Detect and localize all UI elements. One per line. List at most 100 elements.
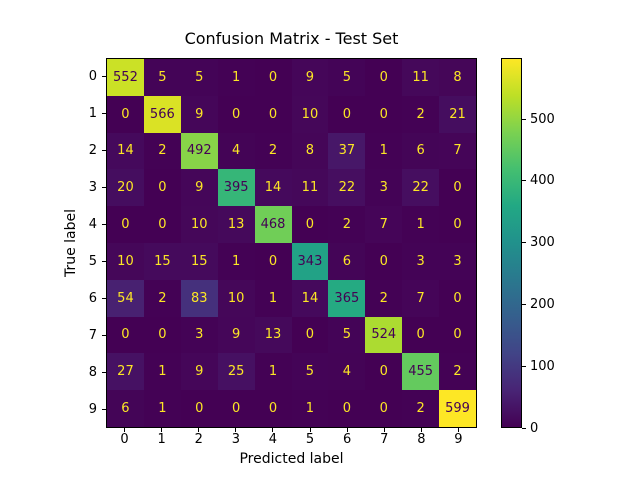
heatmap-cell: 2: [402, 95, 440, 133]
heatmap-cell: 7: [365, 206, 403, 243]
heatmap-cell: 2: [402, 390, 440, 427]
heatmap-cell: 1: [143, 353, 181, 391]
heatmap-cell: 6: [328, 242, 366, 280]
heatmap-cell: 5: [328, 316, 366, 354]
heatmap-cell: 343: [291, 242, 329, 280]
heatmap-cell: 0: [365, 95, 403, 133]
heatmap-cell: 455: [402, 353, 440, 391]
x-tick-mark: [161, 428, 163, 432]
heatmap-cell: 25: [217, 353, 255, 391]
y-tick-label: 9: [88, 402, 97, 417]
x-tick-mark: [124, 428, 126, 432]
y-tick-mark: [102, 150, 106, 151]
heatmap-cell: 2: [439, 353, 476, 391]
colorbar-gradient: [501, 58, 522, 428]
y-tick-label: 2: [88, 143, 97, 158]
heatmap-cell: 27: [107, 353, 144, 391]
x-tick-mark: [235, 428, 237, 432]
heatmap-cell: 1: [365, 132, 403, 170]
heatmap-cell: 3: [180, 316, 218, 354]
y-tick-mark: [102, 76, 106, 77]
heatmap-cell: 0: [254, 242, 292, 280]
heatmap-cell: 0: [365, 353, 403, 391]
colorbar-tick-mark: [522, 242, 526, 244]
heatmap-cell: 11: [402, 59, 440, 96]
heatmap-cell: 0: [143, 169, 181, 207]
x-tick-label: 5: [305, 432, 315, 447]
colorbar-tick-label: 500: [530, 111, 555, 127]
y-tick-mark: [102, 224, 106, 225]
x-tick-label: 3: [231, 432, 240, 447]
heatmap-cell: 15: [143, 242, 181, 280]
heatmap-cell: 0: [439, 206, 476, 243]
heatmap-cell: 566: [143, 95, 181, 133]
y-tick-mark: [102, 113, 106, 114]
heatmap-cell: 1: [254, 353, 292, 391]
y-tick-mark: [102, 187, 106, 188]
x-tick-mark: [272, 428, 274, 432]
heatmap-cell: 14: [254, 169, 292, 207]
heatmap-cell: 22: [402, 169, 440, 207]
heatmap-cell: 10: [107, 242, 144, 280]
heatmap-cell: 1: [402, 206, 440, 243]
heatmap-cell: 599: [439, 390, 476, 427]
x-tick-label: 6: [343, 432, 352, 447]
x-tick-label: 9: [454, 432, 463, 447]
heatmap-cell: 2: [365, 279, 403, 317]
heatmap-cell: 9: [180, 95, 218, 133]
heatmap-cell: 0: [402, 316, 440, 354]
heatmap-cell: 524: [365, 316, 403, 354]
x-tick-label: 0: [120, 432, 129, 447]
heatmap-cell: 10: [180, 206, 218, 243]
heatmap-cell: 9: [180, 353, 218, 391]
x-tick-mark: [309, 428, 311, 432]
heatmap-cell: 8: [291, 132, 329, 170]
heatmap-cell: 0: [180, 390, 218, 427]
colorbar-tick-mark: [522, 180, 526, 182]
heatmap-cell: 0: [217, 95, 255, 133]
heatmap-cell: 11: [291, 169, 329, 207]
heatmap-cell: 0: [291, 316, 329, 354]
heatmap-cell: 492: [180, 132, 218, 170]
y-tick-label: 4: [88, 217, 97, 232]
heatmap-cell: 6: [107, 390, 144, 427]
heatmap-cell: 0: [439, 169, 476, 207]
heatmap-cell: 20: [107, 169, 144, 207]
heatmap-cell: 0: [328, 390, 366, 427]
heatmap-cell: 13: [254, 316, 292, 354]
heatmap-cell: 1: [254, 279, 292, 317]
heatmap-cell: 1: [143, 390, 181, 427]
heatmap-cell: 15: [180, 242, 218, 280]
heatmap-cell: 1: [291, 390, 329, 427]
heatmap-cell: 37: [328, 132, 366, 170]
colorbar-tick-mark: [522, 303, 526, 305]
heatmap-cell: 0: [107, 206, 144, 243]
heatmap-cell: 0: [107, 95, 144, 133]
heatmap-cell: 395: [217, 169, 255, 207]
y-axis-label: True label: [63, 208, 79, 278]
heatmap-cell: 0: [143, 206, 181, 243]
heatmap-cell: 0: [254, 390, 292, 427]
colorbar-tick-label: 300: [530, 235, 555, 251]
heatmap-cell: 2: [143, 132, 181, 170]
heatmap-cell: 0: [328, 95, 366, 133]
x-tick-label: 7: [380, 432, 389, 447]
y-tick-mark: [102, 335, 106, 336]
heatmap-cell: 365: [328, 279, 366, 317]
y-tick-label: 7: [88, 328, 97, 343]
heatmap-cell: 3: [439, 242, 476, 280]
heatmap-cell: 13: [217, 206, 255, 243]
colorbar-tick-label: 0: [530, 420, 539, 436]
y-tick-label: 8: [88, 365, 97, 380]
heatmap-cell: 7: [402, 279, 440, 317]
heatmap-cell: 0: [254, 95, 292, 133]
heatmap-cell: 9: [217, 316, 255, 354]
heatmap-cell: 5: [328, 59, 366, 96]
heatmap-plot-area: 552 5 5 1 0 9 5 0 11 8 0 566 9 0 0 10 0 0 2 21 14 2 492 4 2 8 37 1 6…: [106, 58, 477, 428]
x-tick-mark: [420, 428, 422, 432]
heatmap-cell: 1: [217, 59, 255, 96]
x-tick-mark: [457, 428, 459, 432]
heatmap-cell: 14: [107, 132, 144, 170]
heatmap-cell: 0: [217, 390, 255, 427]
y-tick-label: 3: [88, 180, 97, 195]
